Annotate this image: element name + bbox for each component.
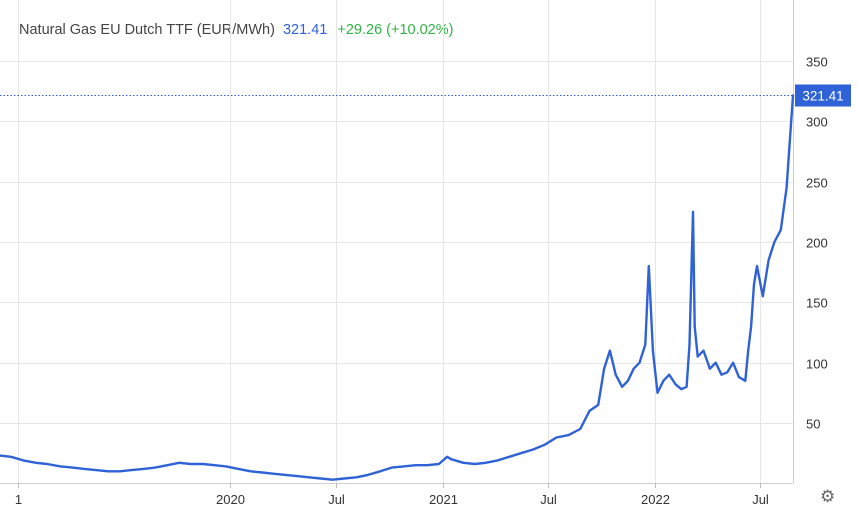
x-tick-label: Jul [752,492,769,507]
x-tick-label: 1 [15,492,22,507]
y-tick-label: 250 [806,176,828,191]
y-axis: 50 100 150 200 250 300 350 [806,55,828,432]
x-tick-label: 2021 [429,492,458,507]
last-price-tag-label: 321.41 [802,89,843,104]
price-change: +29.26 (+10.02%) [337,22,454,38]
x-tick-label: 2022 [641,492,670,507]
last-price: 321.41 [282,22,328,38]
x-tick-label: 2020 [216,492,245,507]
y-tick-label: 150 [806,296,828,311]
last-price-tag-bg [795,84,851,107]
price-line [0,94,795,481]
last-price-tag: 321.41 [0,84,851,107]
x-axis: 1 2020 Jul 2021 Jul 2022 Jul [15,492,769,507]
x-tick-label: Jul [540,492,557,507]
chart-legend: Natural Gas EU Dutch TTF (EUR/MWh) 321.4… [19,22,453,38]
x-tick-label: Jul [328,492,345,507]
y-tick-label: 300 [806,115,828,130]
y-tick-label: 350 [806,55,828,70]
series-layer [0,94,795,481]
y-tick-label: 200 [806,236,828,251]
grid-lines [0,0,794,488]
y-tick-label: 100 [806,357,828,372]
series-title: Natural Gas EU Dutch TTF (EUR/MWh) [19,22,275,38]
gear-icon[interactable]: ⚙ [820,487,836,506]
y-tick-label: 50 [806,417,820,432]
